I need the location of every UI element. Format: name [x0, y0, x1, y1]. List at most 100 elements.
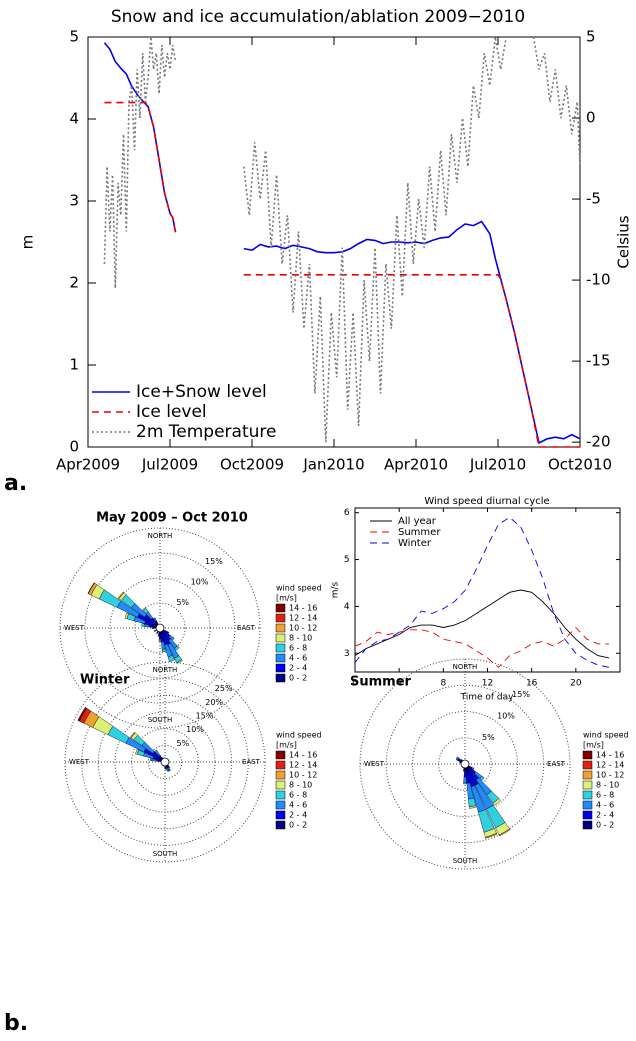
legend-label: 2m Temperature: [136, 422, 276, 442]
y-tick-label: 0: [69, 438, 79, 456]
rose-segment: [149, 757, 153, 761]
x-tick-label: Oct2010: [548, 456, 612, 474]
rose-segment: [117, 591, 125, 599]
legend-swatch: [275, 613, 286, 623]
legend-title: wind speed: [583, 731, 629, 740]
y-tick-label: 5: [344, 555, 350, 565]
rose-segment: [157, 635, 160, 637]
ring: [131, 728, 199, 796]
y2-tick-label: -5: [586, 190, 601, 208]
x-axis-label: Time of day: [460, 693, 515, 703]
legend-swatch: [275, 623, 286, 633]
rose-segment: [158, 638, 162, 642]
legend-label: 8 - 10: [596, 781, 619, 790]
legend-swatch: [275, 820, 286, 830]
ring: [114, 711, 216, 813]
rose-segment: [153, 617, 156, 620]
x-tick-label: Jul2009: [141, 456, 198, 474]
x-tick-label: 8: [440, 678, 446, 688]
legend-label: 2 - 4: [289, 811, 307, 820]
y-tick-label: 1: [69, 356, 79, 374]
rose-segment: [463, 776, 467, 783]
legend-swatch: [275, 780, 286, 790]
legend-label: 0 - 2: [289, 821, 307, 830]
legend-label: 6 - 8: [596, 791, 614, 800]
ring: [438, 737, 492, 791]
legend-swatch: [275, 770, 286, 780]
legend-label: 10 - 12: [289, 624, 317, 633]
rose-segment: [129, 731, 136, 739]
x-tick-label: 4: [396, 678, 402, 688]
rose-segment: [174, 645, 180, 651]
x-tick-label: Apr2010: [384, 456, 448, 474]
direction-label: EAST: [242, 758, 261, 766]
legend-swatch: [275, 603, 286, 613]
ring-label: 20%: [205, 698, 223, 707]
direction-label: WEST: [69, 758, 90, 766]
legend-label: 4 - 6: [289, 801, 307, 810]
ring-label: 25%: [215, 684, 233, 693]
direction-label: NORTH: [148, 532, 173, 540]
rose-segment: [135, 749, 139, 755]
legend-title: [m/s]: [276, 594, 297, 603]
x-tick-label: 20: [570, 678, 582, 688]
ring: [134, 602, 186, 654]
legend-label: All year: [398, 516, 437, 527]
legend-label: 6 - 8: [289, 644, 307, 653]
y2-tick-label: 0: [586, 109, 596, 127]
y-axis-label: m/s: [331, 581, 341, 598]
ring: [412, 711, 518, 817]
series-line: [104, 101, 580, 448]
legend-swatch: [582, 780, 593, 790]
ring-label: 10%: [497, 711, 515, 720]
ring-label: 5%: [177, 739, 190, 748]
y-tick-label: 4: [69, 110, 79, 128]
direction-label: NORTH: [453, 663, 478, 671]
legend-label: 2 - 4: [596, 811, 614, 820]
rose-segment: [161, 648, 167, 653]
legend-title: [m/s]: [276, 741, 297, 750]
direction-label: NORTH: [153, 666, 178, 674]
direction-label: EAST: [237, 624, 256, 632]
legend-swatch: [582, 760, 593, 770]
legend-swatch: [275, 810, 286, 820]
legend-title: wind speed: [276, 731, 322, 740]
legend-swatch: [275, 643, 286, 653]
direction-label: SOUTH: [148, 716, 173, 724]
rose-segment: [157, 631, 160, 636]
x-tick-label: 12: [482, 678, 493, 688]
series-line: [354, 516, 610, 668]
legend-label: 0 - 2: [596, 821, 614, 830]
legend-swatch: [275, 760, 286, 770]
legend-label: 10 - 12: [596, 771, 624, 780]
y-tick-label: 4: [344, 602, 350, 612]
legend-label: Winter: [398, 538, 432, 549]
center-dot: [160, 757, 170, 767]
rose-segment: [124, 612, 129, 620]
y-tick-label: 3: [69, 192, 79, 210]
rose-segment: [492, 798, 501, 806]
y-tick-label: 5: [69, 28, 79, 46]
rose-segment: [142, 607, 147, 612]
direction-label: SOUTH: [453, 857, 478, 865]
rose-segment: [485, 833, 498, 839]
chart-title: Winter: [80, 673, 130, 688]
rose-segment: [164, 767, 166, 769]
legend-label: Ice+Snow level: [136, 382, 267, 402]
rose-segment: [154, 749, 158, 753]
rose-segment: [87, 582, 95, 595]
ring: [109, 577, 211, 679]
rose-segment: [151, 627, 154, 629]
panel-label: b.: [4, 1011, 28, 1036]
y2-tick-label: -20: [586, 433, 611, 451]
ring-label: 15%: [205, 557, 223, 566]
outer-ring: [359, 658, 571, 870]
y-axis-label: m: [19, 235, 37, 250]
legend-label: 14 - 16: [289, 751, 317, 760]
legend-label: 4 - 6: [289, 654, 307, 663]
ring-label: 15%: [196, 712, 214, 721]
ring-label: 15%: [512, 690, 530, 699]
direction-label: EAST: [547, 760, 566, 768]
legend-label: 12 - 14: [596, 761, 624, 770]
rose-segment: [479, 775, 485, 781]
